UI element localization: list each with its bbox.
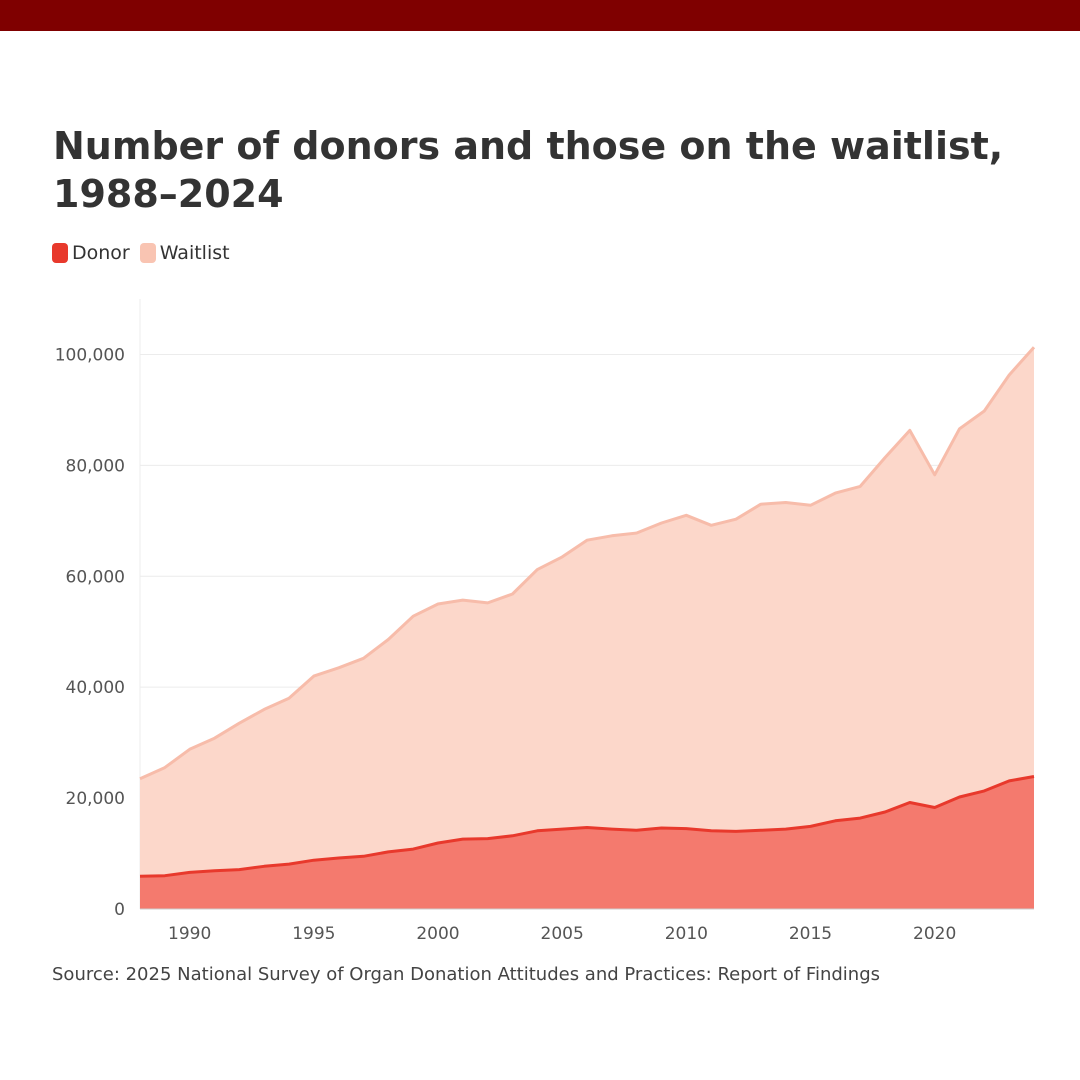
x-tick-label: 1990 <box>168 924 211 944</box>
waitlist-area <box>140 347 1034 909</box>
donor-line <box>139 775 1035 878</box>
donor-area <box>140 776 1034 909</box>
source-note: Source: 2025 National Survey of Organ Do… <box>52 964 880 985</box>
legend-label-waitlist: Waitlist <box>159 242 230 264</box>
x-tick-label: 2015 <box>789 924 832 944</box>
x-tick-label: 2000 <box>416 924 459 944</box>
legend-swatch-waitlist <box>139 243 156 263</box>
y-tick-label: 40,000 <box>66 678 125 698</box>
top-banner-bar <box>0 0 1080 31</box>
area-chart: 0 20,000 40,000 60,000 80,000 100,000 1990 1995… <box>55 299 1036 944</box>
x-tick-label: 2020 <box>913 924 956 944</box>
waitlist-line <box>139 346 1036 781</box>
y-tick-label: 80,000 <box>66 456 125 476</box>
y-tick-label: 60,000 <box>66 567 125 587</box>
chart-title: Number of donors and those on the waitli… <box>53 124 1004 216</box>
x-tick-label: 1995 <box>292 924 335 944</box>
chart-axes: 0 20,000 40,000 60,000 80,000 100,000 1990 1995… <box>55 345 1034 944</box>
x-tick-label: 2005 <box>541 924 584 944</box>
x-tick-label: 2010 <box>665 924 708 944</box>
y-tick-label: 20,000 <box>66 789 125 809</box>
chart-legend: Donor Waitlist <box>52 242 240 264</box>
legend-item-donor: Donor <box>52 242 130 264</box>
chart-areas <box>139 346 1036 909</box>
legend-swatch-donor <box>52 243 68 263</box>
legend-item-waitlist: Waitlist <box>139 242 230 264</box>
y-tick-label: 0 <box>114 900 125 920</box>
legend-label-donor: Donor <box>72 242 130 264</box>
y-tick-label: 100,000 <box>55 345 125 365</box>
